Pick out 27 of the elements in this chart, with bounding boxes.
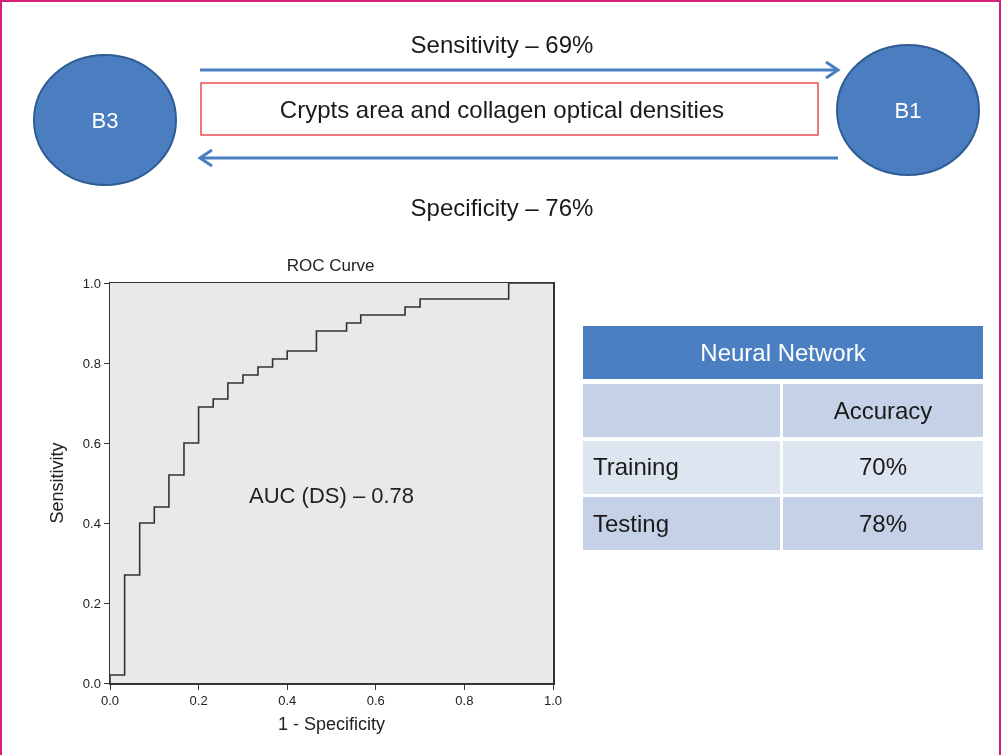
x-tick-label: 0.2 [189,693,208,709]
y-tick-label: 0.8 [82,355,101,371]
y-axis-title: Sensitivity [47,442,68,524]
text: 70% [783,440,983,494]
text: 78% [783,497,983,550]
text: Accuracy [783,384,983,437]
y-tick-label: 0.0 [82,675,101,691]
text: Testing [583,497,780,550]
x-tick-label: 1.0 [543,693,563,709]
text: Neural Network [583,326,983,379]
text: Specificity – 76% [410,193,594,221]
text: Training [583,440,780,494]
y-tick-label: 1.0 [82,275,101,291]
text: Crypts area and collagen optical densities [279,95,725,123]
category-label: B3 [91,107,119,133]
x-tick-label: 0.8 [455,693,474,709]
x-tick-label: 0.6 [366,693,385,709]
y-tick-label: 0.4 [82,515,101,531]
text: Sensitivity – 69% [410,30,594,58]
x-tick-label: 0.4 [278,693,297,709]
chart-title: ROC Curve [286,256,375,276]
y-tick-label: 0.2 [82,595,101,611]
category-label: B1 [894,97,922,123]
annotation: AUC (DS) – 0.78 [249,483,415,508]
x-tick-label: 0.0 [100,693,120,709]
y-tick-label: 0.6 [82,435,101,451]
x-axis-title: 1 - Specificity [277,713,386,734]
